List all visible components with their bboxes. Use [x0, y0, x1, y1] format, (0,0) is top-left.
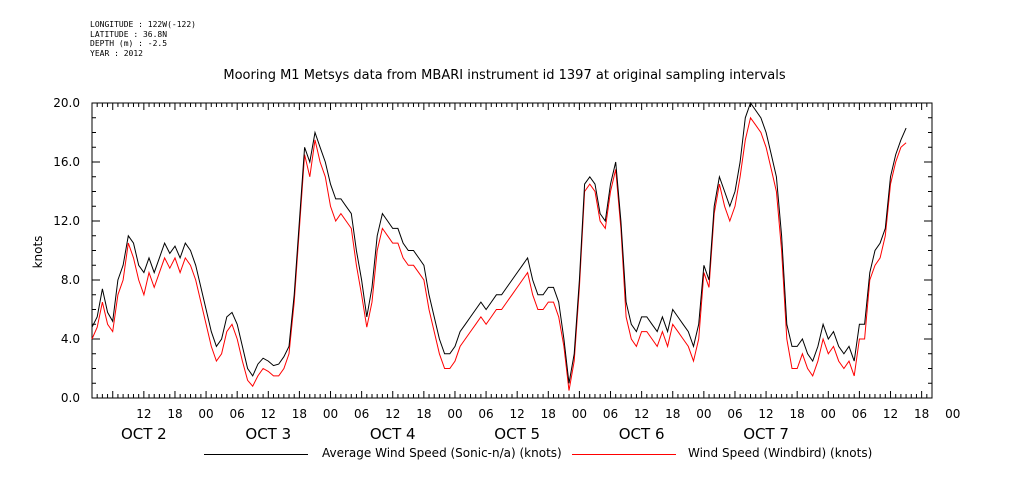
y-tick-label: 8.0 — [61, 273, 80, 287]
plot-axes: 12 18 00 06 12 18 00 06 12 18 00 06 12 18 00 06 12 18 00 06… — [53, 96, 960, 443]
x-tick-label: 18 — [416, 407, 431, 421]
x-tick-label: 00 — [945, 407, 960, 421]
x-tick-label: 18 — [790, 407, 805, 421]
x-tick-label: 06 — [852, 407, 867, 421]
plot-frame — [91, 102, 933, 399]
y-tick-label: 20.0 — [53, 96, 80, 110]
x-tick-label: 00 — [447, 407, 462, 421]
x-tick-label: 12 — [136, 407, 151, 421]
legend-label-windbird: Wind Speed (Windbird) (knots) — [688, 446, 873, 460]
x-tick-label: 12 — [510, 407, 525, 421]
x-tick-label: 12 — [261, 407, 276, 421]
y-tick-label: 0.0 — [61, 391, 80, 405]
year-label: YEAR : 2012 — [90, 48, 143, 58]
x-day-label: OCT 2 — [121, 425, 167, 443]
x-tick-label: 00 — [198, 407, 213, 421]
x-tick-label: 06 — [478, 407, 493, 421]
y-tick-label: 16.0 — [53, 155, 80, 169]
x-tick-label: 00 — [323, 407, 338, 421]
depth-label: DEPTH (m) : -2.5 — [90, 39, 168, 48]
x-day-label: OCT 7 — [743, 425, 789, 443]
legend-line-windbird — [572, 454, 676, 455]
x-tick-label: 00 — [821, 407, 836, 421]
x-tick-label: 12 — [634, 407, 649, 421]
y-tick-label: 4.0 — [61, 332, 80, 346]
series-line-average — [91, 101, 907, 384]
series-line-windbird — [91, 116, 907, 391]
series-layer — [91, 101, 907, 391]
metadata-block: LONGITUDE : 122W(-122) LATITUDE : 36.8N … — [90, 20, 196, 58]
x-day-label: OCT 4 — [370, 425, 416, 443]
x-tick-label: 12 — [758, 407, 773, 421]
x-tick-label: 12 — [883, 407, 898, 421]
x-tick-label: 18 — [167, 407, 182, 421]
x-tick-label: 00 — [572, 407, 587, 421]
y-axis-label: knots — [31, 236, 45, 269]
x-tick-label: 18 — [665, 407, 680, 421]
x-tick-label: 00 — [696, 407, 711, 421]
x-tick-label: 12 — [385, 407, 400, 421]
legend-label-average: Average Wind Speed (Sonic-n/a) (knots) — [322, 446, 562, 460]
x-tick-label: 06 — [230, 407, 245, 421]
chart-title: Mooring M1 Metsys data from MBARI instru… — [223, 68, 786, 83]
x-tick-label: 06 — [354, 407, 369, 421]
x-tick-label: 18 — [292, 407, 307, 421]
x-tick-label: 06 — [603, 407, 618, 421]
y-tick-label: 12.0 — [53, 214, 80, 228]
x-tick-label: 06 — [727, 407, 742, 421]
legend-line-average — [204, 454, 308, 455]
x-day-label: OCT 3 — [245, 425, 291, 443]
x-tick-label: 18 — [541, 407, 556, 421]
longitude-label: LONGITUDE : 122W(-122) — [90, 20, 196, 29]
x-day-label: OCT 6 — [619, 425, 665, 443]
x-day-label: OCT 5 — [494, 425, 540, 443]
latitude-label: LATITUDE : 36.8N — [90, 29, 168, 39]
x-tick-label: 18 — [914, 407, 929, 421]
